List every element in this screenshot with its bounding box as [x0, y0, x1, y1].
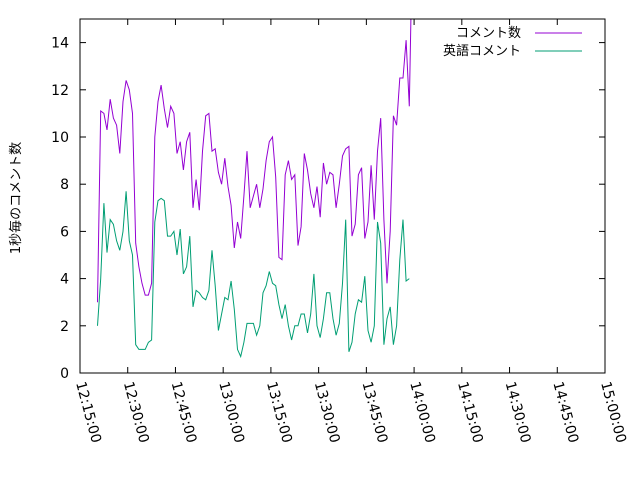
- y-tick-label: 2: [60, 319, 69, 335]
- plot-area-border: [79, 18, 606, 374]
- x-tick-label: 13:45:00: [358, 380, 390, 445]
- legend-label: コメント数: [456, 26, 521, 41]
- x-tick-labels: 12:15:00 12:30:00 12:45:00 13:00:00 13:15:00…: [72, 380, 629, 445]
- x-tick-label: 15:00:00: [597, 380, 629, 445]
- x-tick-label: 14:15:00: [454, 380, 486, 445]
- legend-label: 英語コメント: [443, 43, 521, 59]
- y-tick-label: 4: [60, 272, 69, 288]
- tick-marks: [79, 19, 606, 374]
- y-tick-label: 12: [51, 83, 69, 99]
- y-tick-label: 10: [51, 130, 69, 146]
- x-tick-label: 13:30:00: [311, 380, 343, 445]
- x-tick-label: 13:00:00: [215, 380, 247, 445]
- series-line-0: [97, 18, 412, 303]
- x-tick-label: 12:45:00: [168, 380, 200, 445]
- y-axis-title: 1秒毎のコメント数: [8, 142, 24, 254]
- x-tick-label: 12:15:00: [72, 380, 104, 445]
- y-tick-labels: 0 2 4 6 8 10 12 14: [51, 36, 69, 382]
- y-tick-label: 6: [60, 224, 69, 240]
- x-tick-label: 14:00:00: [406, 380, 438, 445]
- y-tick-label: 0: [60, 366, 69, 382]
- series-line-1: [97, 191, 410, 359]
- x-tick-label: 12:30:00: [120, 380, 152, 445]
- y-tick-label: 14: [51, 36, 69, 52]
- series-lines: [97, 18, 412, 359]
- x-tick-label: 14:30:00: [502, 380, 534, 445]
- y-tick-label: 8: [60, 177, 69, 193]
- x-tick-label: 14:45:00: [549, 380, 581, 445]
- x-tick-label: 13:15:00: [263, 380, 295, 445]
